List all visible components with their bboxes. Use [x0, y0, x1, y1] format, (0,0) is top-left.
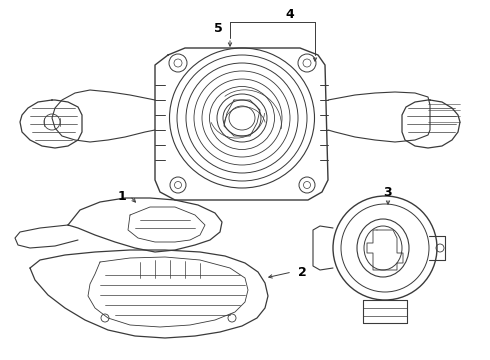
Text: 4: 4	[286, 8, 294, 21]
Text: 1: 1	[118, 189, 126, 202]
Polygon shape	[30, 250, 268, 338]
Text: 3: 3	[384, 185, 392, 198]
Polygon shape	[328, 92, 430, 142]
Polygon shape	[402, 100, 460, 148]
Polygon shape	[68, 198, 222, 252]
Polygon shape	[52, 90, 155, 142]
Polygon shape	[15, 225, 78, 248]
Polygon shape	[313, 226, 333, 270]
Polygon shape	[367, 230, 403, 270]
Polygon shape	[20, 100, 82, 148]
Text: 5: 5	[214, 22, 222, 35]
Polygon shape	[155, 48, 328, 200]
Text: 2: 2	[297, 266, 306, 279]
